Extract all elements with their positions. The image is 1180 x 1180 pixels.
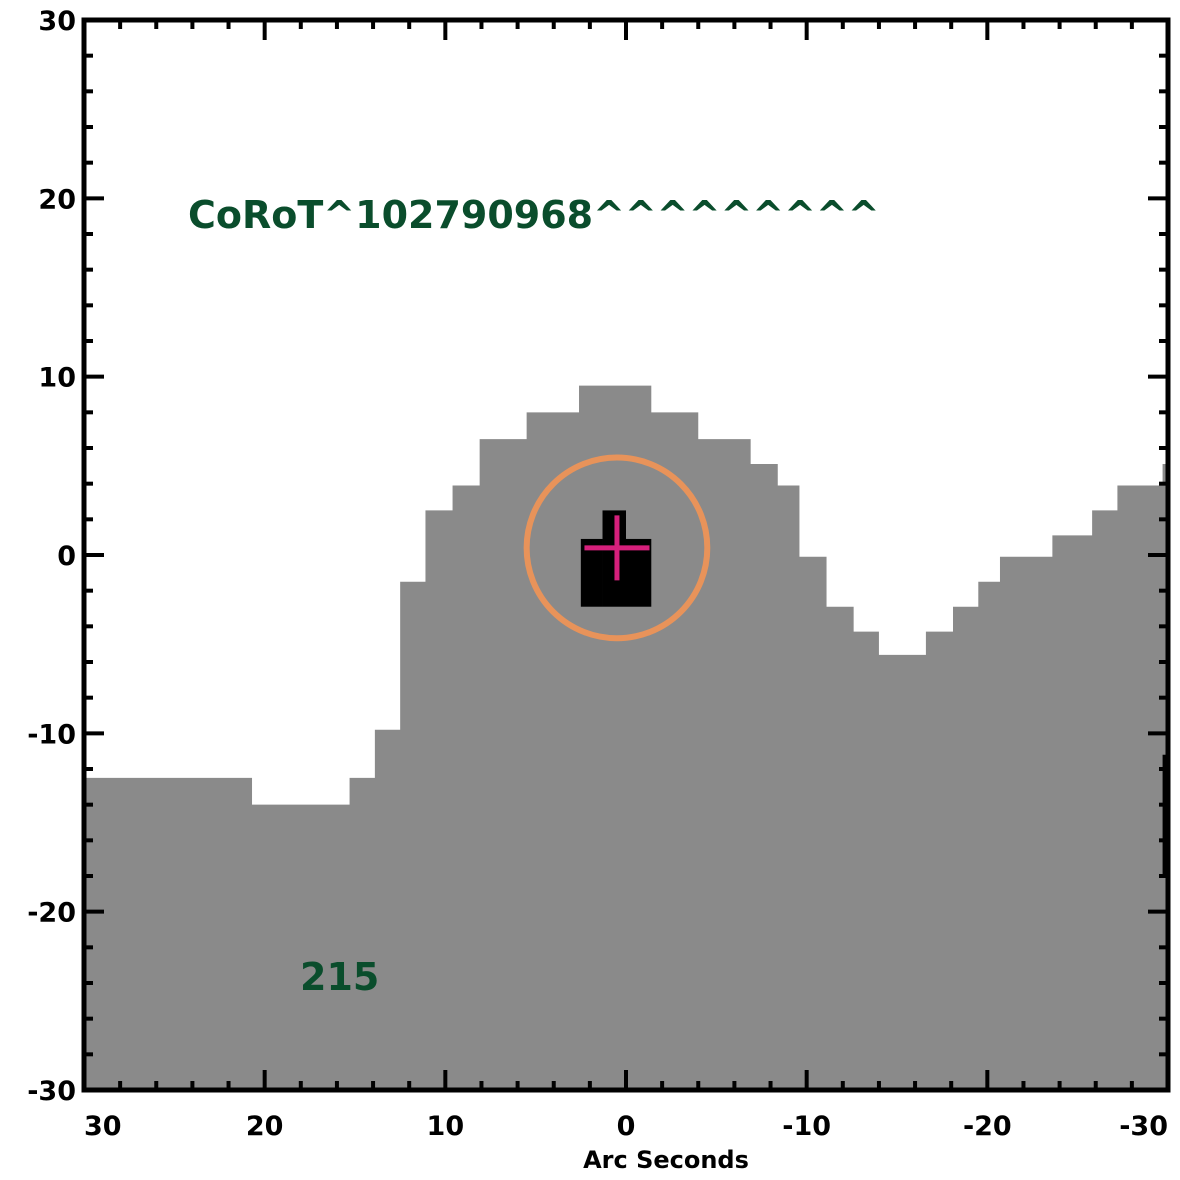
pixel-region: [84, 385, 1168, 1090]
x-tick-label: 0: [617, 1111, 636, 1142]
aperture-circle: [523, 454, 711, 642]
y-tick-label: -10: [27, 719, 76, 750]
y-tick-label: -30: [27, 1076, 76, 1107]
dark-pixel: [580, 538, 603, 607]
y-tick-label: 30: [38, 6, 76, 37]
x-tick-label: -10: [782, 1111, 831, 1142]
target-value-label: 215: [300, 955, 379, 999]
axis-tick-labels: 30 20 10 0 -10 -20 -30 30 20 10 0 -10 -20 -30: [27, 6, 1168, 1142]
y-tick-label: 0: [57, 541, 76, 572]
y-tick-label: 20: [38, 184, 76, 215]
x-tick-label: -20: [963, 1111, 1012, 1142]
axis-ticks: [82, 18, 1170, 1092]
plot-area: [84, 385, 1168, 1090]
x-axis-label: Arc Seconds: [583, 1146, 749, 1174]
target-name-label: CoRoT^102790968^^^^^^^^^: [188, 193, 880, 237]
x-tick-label: -30: [1119, 1111, 1168, 1142]
y-tick-label: -20: [27, 898, 76, 929]
y-tick-label: 10: [38, 363, 76, 394]
x-tick-label: 20: [246, 1111, 284, 1142]
dark-pixel: [602, 510, 626, 607]
x-tick-label: 10: [427, 1111, 465, 1142]
x-tick-label: 30: [84, 1111, 122, 1142]
dark-pixel: [1162, 754, 1168, 875]
